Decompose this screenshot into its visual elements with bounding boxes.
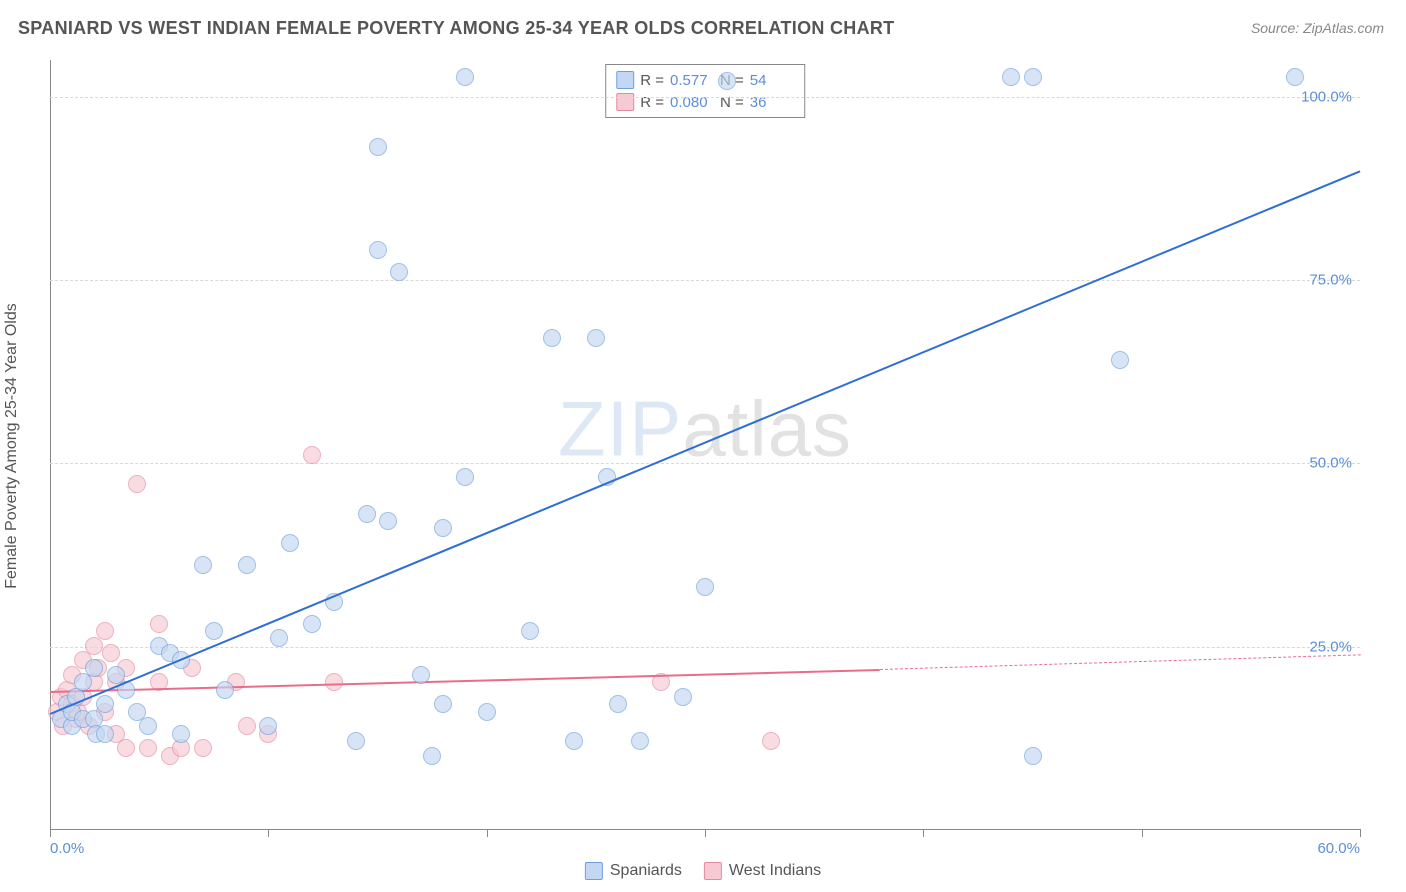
stats-legend: R = 0.577 N = 54 R = 0.080 N = 36: [605, 64, 805, 118]
scatter-point-spaniard: [96, 725, 114, 743]
scatter-point-spaniard: [543, 329, 561, 347]
x-tick: [268, 829, 269, 837]
legend-item-spaniards: Spaniards: [585, 862, 682, 880]
scatter-point-westindian: [96, 622, 114, 640]
scatter-point-spaniard: [434, 519, 452, 537]
scatter-point-spaniard: [216, 681, 234, 699]
x-tick: [50, 829, 51, 837]
trend-line: [880, 654, 1360, 670]
n-value-spaniards: 54: [750, 72, 794, 89]
scatter-point-spaniard: [1286, 68, 1304, 86]
scatter-point-westindian: [85, 637, 103, 655]
source-attribution: Source: ZipAtlas.com: [1251, 20, 1384, 36]
scatter-point-spaniard: [205, 622, 223, 640]
y-axis-label: Female Poverty Among 25-34 Year Olds: [3, 303, 21, 589]
y-tick-label: 75.0%: [1309, 272, 1352, 289]
x-tick: [487, 829, 488, 837]
legend-label-westindians: West Indians: [729, 862, 821, 880]
scatter-point-spaniard: [96, 695, 114, 713]
scatter-point-westindian: [139, 739, 157, 757]
scatter-point-spaniard: [379, 512, 397, 530]
gridline-h: [50, 463, 1360, 464]
x-tick: [1360, 829, 1361, 837]
scatter-point-spaniard: [194, 556, 212, 574]
legend-swatch-spaniards: [585, 862, 603, 880]
scatter-point-spaniard: [478, 703, 496, 721]
scatter-point-spaniard: [259, 717, 277, 735]
legend-item-westindians: West Indians: [704, 862, 821, 880]
legend-swatch-westindians: [704, 862, 722, 880]
scatter-point-westindian: [194, 739, 212, 757]
x-tick-label: 0.0%: [50, 840, 84, 857]
r-label: R =: [640, 72, 664, 89]
swatch-spaniards: [616, 71, 634, 89]
scatter-point-westindian: [150, 615, 168, 633]
x-tick: [705, 829, 706, 837]
scatter-point-westindian: [128, 475, 146, 493]
scatter-point-spaniard: [434, 695, 452, 713]
scatter-point-spaniard: [631, 732, 649, 750]
bottom-legend: Spaniards West Indians: [585, 862, 821, 880]
scatter-point-spaniard: [456, 68, 474, 86]
scatter-point-spaniard: [1111, 351, 1129, 369]
scatter-point-spaniard: [74, 673, 92, 691]
scatter-point-spaniard: [412, 666, 430, 684]
chart-container: SPANIARD VS WEST INDIAN FEMALE POVERTY A…: [0, 0, 1406, 892]
scatter-point-spaniard: [369, 138, 387, 156]
scatter-point-westindian: [762, 732, 780, 750]
scatter-point-spaniard: [565, 732, 583, 750]
y-tick-label: 100.0%: [1301, 88, 1352, 105]
scatter-point-spaniard: [423, 747, 441, 765]
scatter-point-spaniard: [238, 556, 256, 574]
x-tick-label: 60.0%: [1317, 840, 1360, 857]
watermark-part2: atlas: [682, 385, 852, 473]
scatter-point-spaniard: [1024, 747, 1042, 765]
scatter-point-spaniard: [369, 241, 387, 259]
gridline-h: [50, 280, 1360, 281]
gridline-h: [50, 97, 1360, 98]
scatter-point-spaniard: [609, 695, 627, 713]
scatter-point-spaniard: [456, 468, 474, 486]
scatter-point-spaniard: [390, 263, 408, 281]
scatter-point-westindian: [117, 739, 135, 757]
x-tick: [923, 829, 924, 837]
scatter-point-spaniard: [347, 732, 365, 750]
legend-label-spaniards: Spaniards: [610, 862, 682, 880]
stats-row-westindians: R = 0.080 N = 36: [616, 91, 794, 113]
scatter-point-spaniard: [85, 659, 103, 677]
trend-line: [50, 170, 1361, 715]
scatter-point-spaniard: [587, 329, 605, 347]
scatter-point-spaniard: [718, 72, 736, 90]
scatter-point-westindian: [238, 717, 256, 735]
scatter-point-spaniard: [674, 688, 692, 706]
scatter-point-spaniard: [303, 615, 321, 633]
scatter-point-spaniard: [281, 534, 299, 552]
scatter-point-spaniard: [139, 717, 157, 735]
watermark: ZIPatlas: [558, 384, 852, 475]
chart-title: SPANIARD VS WEST INDIAN FEMALE POVERTY A…: [18, 18, 894, 39]
scatter-point-spaniard: [1024, 68, 1042, 86]
plot-area: ZIPatlas R = 0.577 N = 54 R = 0.080 N = …: [50, 60, 1360, 830]
x-tick: [1142, 829, 1143, 837]
y-tick-label: 25.0%: [1309, 638, 1352, 655]
stats-row-spaniards: R = 0.577 N = 54: [616, 69, 794, 91]
scatter-point-spaniard: [172, 725, 190, 743]
scatter-point-westindian: [303, 446, 321, 464]
scatter-point-spaniard: [521, 622, 539, 640]
y-tick-label: 50.0%: [1309, 455, 1352, 472]
scatter-point-westindian: [102, 644, 120, 662]
trend-line: [50, 669, 880, 693]
scatter-point-spaniard: [270, 629, 288, 647]
scatter-point-spaniard: [696, 578, 714, 596]
scatter-point-spaniard: [1002, 68, 1020, 86]
r-value-spaniards: 0.577: [670, 72, 714, 89]
gridline-h: [50, 647, 1360, 648]
scatter-point-spaniard: [358, 505, 376, 523]
